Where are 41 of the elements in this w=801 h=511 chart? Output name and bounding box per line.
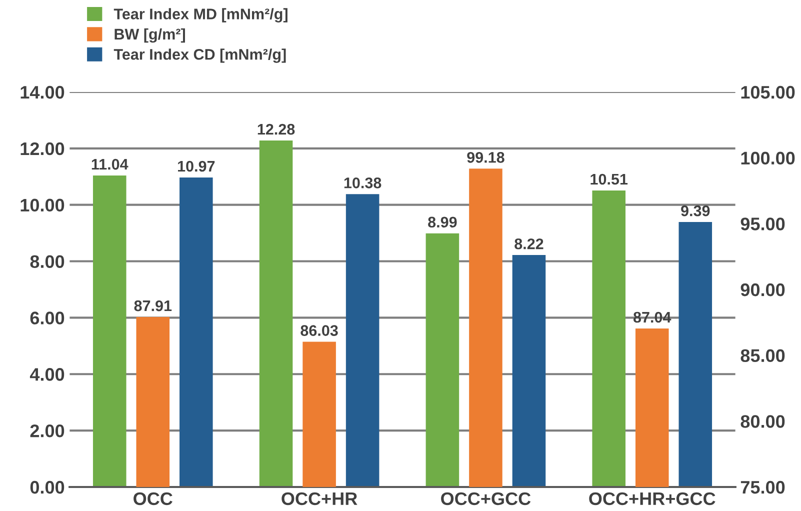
bar (259, 140, 293, 487)
y-tick-label: 4.00 (30, 368, 64, 381)
y2-tick-label: 95.00 (740, 218, 785, 230)
y2-tick-label: 75.00 (740, 480, 785, 494)
data-label: 8.22 (514, 238, 544, 250)
x-tick-label: OCC+GCC (441, 492, 531, 506)
data-label: 12.28 (258, 124, 295, 135)
data-label: 99.18 (467, 152, 504, 163)
data-label: 10.97 (178, 160, 215, 172)
bar (346, 194, 380, 487)
x-tick-label: OCC+HR+GCC (589, 492, 716, 506)
data-label: 8.99 (428, 216, 457, 228)
y-tick-label: 10.00 (20, 198, 64, 212)
bar (678, 222, 712, 487)
y-tick-label: 8.00 (30, 255, 64, 268)
y-tick-label: 2.00 (30, 424, 64, 438)
y-tick-label: 12.00 (20, 142, 64, 156)
data-label: 10.38 (344, 178, 382, 188)
y2-tick-label: 100.00 (741, 152, 795, 165)
bar (512, 255, 546, 487)
data-label: 87.91 (134, 300, 172, 312)
y-tick-label: 0.00 (30, 480, 64, 494)
y-tick-label: 6.00 (30, 312, 64, 324)
bar (592, 190, 626, 487)
y2-tick-label: 105.00 (741, 86, 795, 99)
y2-tick-label: 80.00 (740, 415, 785, 428)
bar (426, 233, 460, 487)
x-tick-label: OCC+HR (282, 492, 358, 506)
data-label: 9.39 (681, 205, 710, 216)
y2-tick-label: 90.00 (740, 283, 785, 296)
legend-label: Tear Index MD [mNm²/g] (114, 8, 288, 22)
legend-label: BW [g/m²] (114, 28, 185, 43)
legend-label: Tear Index CD [mNm²/g] (114, 48, 286, 63)
bar (180, 177, 213, 487)
x-tick-label: OCC (134, 492, 172, 506)
data-label: 86.03 (300, 325, 338, 336)
data-label: 11.04 (92, 158, 128, 170)
y-tick-label: 14.00 (20, 86, 64, 99)
y2-tick-label: 85.00 (740, 349, 785, 362)
data-label: 10.51 (590, 174, 628, 185)
bar (92, 175, 126, 487)
